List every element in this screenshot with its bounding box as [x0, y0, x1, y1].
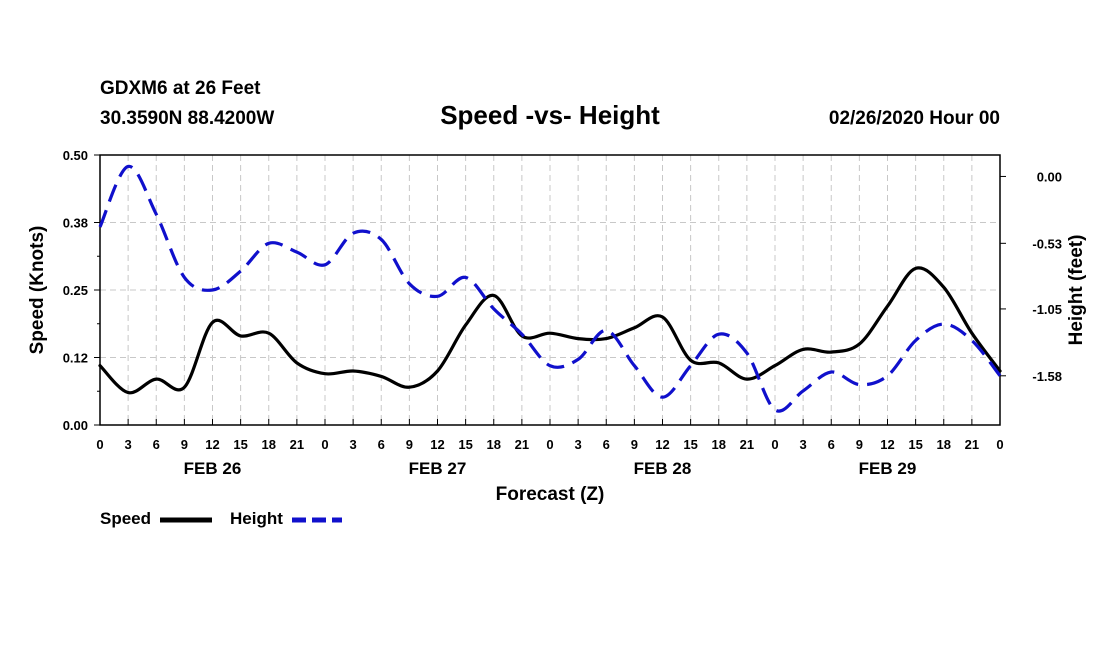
speed-series-line [98, 266, 1002, 395]
y-left-tick-label: 0.00 [63, 418, 88, 433]
station-label: GDXM6 at 26 Feet [100, 78, 261, 99]
legend-height-label: Height [230, 509, 283, 528]
x-tick-label: 12 [205, 437, 219, 452]
x-tick-label: 0 [96, 437, 103, 452]
axes-layer: 0 3 6 9 12 15 18 21 0 3 6 9 12 15 18 21 0 3 6 9 12 15 18 21 0 3 6 9… [63, 148, 1062, 478]
y-left-tick-label: 0.38 [63, 216, 88, 231]
y-right-tick-label: -1.58 [1032, 369, 1062, 384]
y-axis-left-label: Speed (Knots) [27, 226, 48, 355]
x-tick-label: 21 [740, 437, 754, 452]
x-axis-label: Forecast (Z) [496, 484, 605, 505]
x-tick-label: 18 [712, 437, 726, 452]
y-right-tick-label: -0.53 [1032, 236, 1062, 251]
x-day-label: FEB 27 [409, 459, 467, 478]
x-tick-label: 9 [181, 437, 188, 452]
y-right-tick-label: 0.00 [1037, 169, 1062, 184]
x-day-label: FEB 26 [184, 459, 242, 478]
x-tick-label: 12 [430, 437, 444, 452]
chart-title: Speed -vs- Height [440, 100, 660, 130]
x-tick-label: 0 [546, 437, 553, 452]
x-tick-label: 3 [575, 437, 582, 452]
x-tick-label: 15 [683, 437, 697, 452]
y-right-tick-label: -1.05 [1032, 302, 1062, 317]
x-tick-label: 18 [937, 437, 951, 452]
location-label: 30.3590N 88.4200W [100, 108, 274, 129]
x-tick-label: 21 [515, 437, 529, 452]
y-left-tick-label: 0.50 [63, 148, 88, 163]
x-tick-label: 6 [153, 437, 160, 452]
x-tick-label: 21 [965, 437, 979, 452]
x-tick-label: 12 [655, 437, 669, 452]
y-left-tick-label: 0.12 [63, 351, 88, 366]
x-tick-label: 0 [771, 437, 778, 452]
x-tick-label: 3 [125, 437, 132, 452]
x-tick-label: 0 [321, 437, 328, 452]
x-tick-label: 6 [603, 437, 610, 452]
x-tick-label: 15 [233, 437, 247, 452]
x-tick-label: 21 [290, 437, 304, 452]
x-day-label: FEB 28 [634, 459, 692, 478]
legend: Speed Height [100, 509, 342, 528]
grid-layer [100, 155, 1000, 425]
x-tick-label: 18 [487, 437, 501, 452]
x-tick-label: 9 [856, 437, 863, 452]
plot-frame [99, 154, 1001, 426]
x-tick-label: 9 [406, 437, 413, 452]
x-tick-label: 12 [880, 437, 894, 452]
y-left-tick-label: 0.25 [63, 283, 88, 298]
x-tick-label: 15 [458, 437, 472, 452]
x-tick-label: 0 [996, 437, 1003, 452]
legend-speed-label: Speed [100, 509, 151, 528]
x-tick-label: 15 [908, 437, 922, 452]
x-tick-label: 3 [800, 437, 807, 452]
run-label: 02/26/2020 Hour 00 [829, 108, 1000, 129]
x-tick-label: 3 [350, 437, 357, 452]
x-day-label: FEB 29 [859, 459, 917, 478]
x-tick-label: 18 [262, 437, 276, 452]
x-tick-label: 6 [378, 437, 385, 452]
x-tick-label: 9 [631, 437, 638, 452]
height-series-line [98, 164, 1002, 413]
x-tick-label: 6 [828, 437, 835, 452]
y-axis-right-label: Height (feet) [1066, 235, 1087, 346]
series-layer [98, 164, 1002, 413]
